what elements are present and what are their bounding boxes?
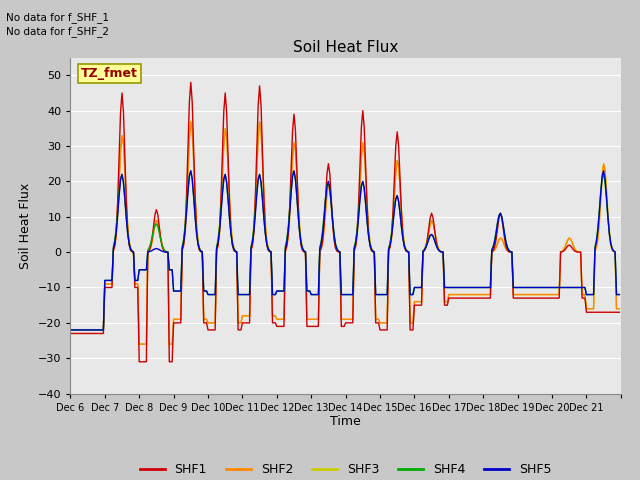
Y-axis label: Soil Heat Flux: Soil Heat Flux [19,182,32,269]
Legend: SHF1, SHF2, SHF3, SHF4, SHF5: SHF1, SHF2, SHF3, SHF4, SHF5 [134,458,557,480]
Text: No data for f_SHF_1: No data for f_SHF_1 [6,12,109,23]
Text: TZ_fmet: TZ_fmet [81,67,138,80]
Text: No data for f_SHF_2: No data for f_SHF_2 [6,26,109,37]
Title: Soil Heat Flux: Soil Heat Flux [293,40,398,55]
X-axis label: Time: Time [330,415,361,429]
